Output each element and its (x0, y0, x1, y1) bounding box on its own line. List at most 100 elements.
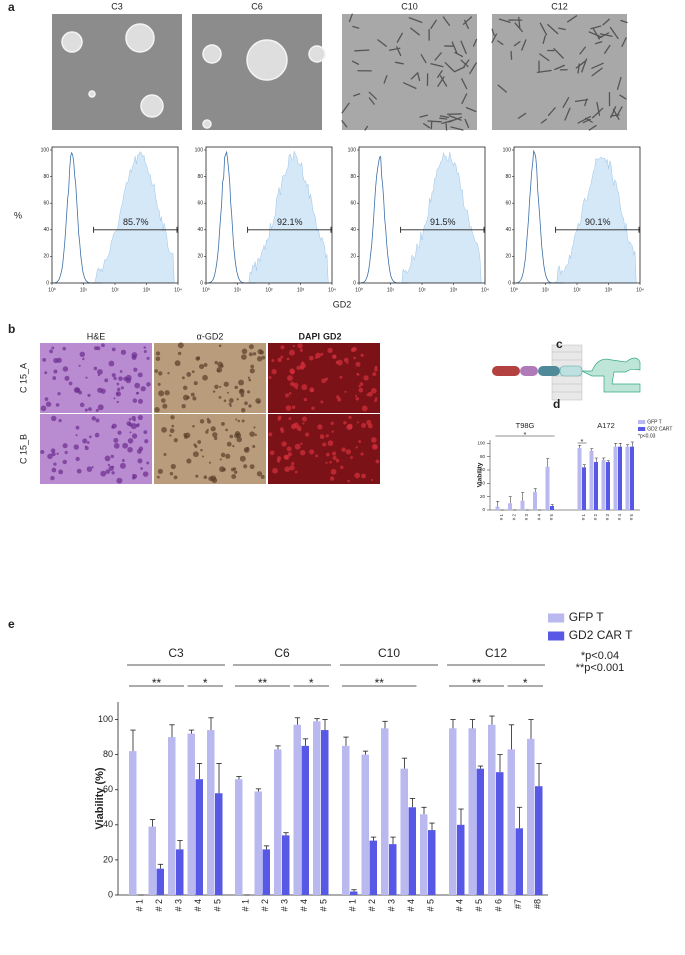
cell (79, 365, 81, 367)
cell (144, 346, 147, 349)
cell (260, 350, 264, 354)
cell (235, 418, 237, 420)
cell (247, 390, 250, 393)
cell (255, 434, 257, 436)
significance-label: ** (152, 676, 162, 690)
cell (41, 406, 47, 412)
cell (129, 418, 132, 421)
group-label: T98G (516, 421, 535, 430)
cell (327, 348, 332, 353)
y-axis-label: Viability (477, 462, 484, 487)
cell (360, 382, 364, 386)
cell (88, 407, 92, 411)
y-tick-label: 60 (505, 201, 511, 207)
cell (100, 471, 106, 477)
cell (118, 376, 123, 381)
x-tick-label: # 3 (387, 899, 397, 912)
x-tick-label: # 1 (581, 514, 586, 521)
bar (389, 844, 397, 895)
cell (296, 426, 301, 431)
cell (158, 383, 161, 386)
x-tick-label: 10¹ (542, 287, 550, 293)
cell (144, 439, 148, 443)
legend-label: GFP T (647, 419, 662, 425)
cell (174, 438, 178, 442)
cell (234, 470, 237, 473)
cell (356, 373, 358, 375)
legend-swatch (638, 427, 645, 431)
x-tick-label: # 1 (348, 899, 358, 912)
x-tick-label: # 3 (174, 899, 184, 912)
cell (212, 432, 217, 437)
cell (199, 364, 204, 369)
cell (92, 466, 94, 468)
x-tick-label: 10⁴ (174, 287, 182, 293)
bar (457, 825, 465, 895)
cell (241, 393, 245, 397)
y-tick-label: 60 (197, 201, 203, 207)
cell (328, 440, 334, 446)
cell (371, 479, 373, 481)
cell (200, 449, 203, 452)
column-label: H&E (87, 331, 106, 341)
cell (232, 445, 234, 447)
x-tick-label: # 4 (536, 514, 541, 521)
cell (361, 474, 366, 479)
cell (204, 363, 208, 367)
x-tick-label: 10² (111, 287, 119, 293)
cell (69, 382, 73, 386)
cell (163, 453, 166, 456)
cell (112, 347, 116, 351)
cell (224, 399, 227, 402)
cell (219, 396, 222, 399)
x-tick-label: 10⁰ (510, 287, 518, 293)
bar (294, 725, 302, 895)
cell (238, 380, 244, 386)
cell (358, 388, 363, 393)
bar (626, 447, 630, 510)
cell (80, 352, 85, 357)
cell (356, 362, 361, 367)
cell (277, 459, 281, 463)
cell (288, 452, 292, 456)
cell (214, 437, 217, 440)
bar (176, 849, 184, 895)
cell (50, 476, 54, 480)
cell (45, 397, 49, 401)
cell (227, 442, 232, 447)
significance-label: ** (472, 676, 482, 690)
x-tick-label: # 6 (494, 899, 504, 912)
cell (132, 474, 134, 476)
x-tick-label: 10² (418, 287, 426, 293)
x-tick-label: # 2 (367, 899, 377, 912)
cell (51, 448, 56, 453)
cell (192, 425, 195, 428)
cell (277, 417, 280, 420)
cell (82, 358, 84, 360)
cell (193, 443, 196, 446)
cell (371, 437, 377, 443)
legend-note: **p<0.001 (576, 662, 625, 674)
y-tick-label: 80 (103, 749, 113, 759)
x-tick-label: #7 (513, 899, 523, 909)
sphere (126, 24, 154, 52)
y-tick-label: 20 (505, 254, 511, 260)
x-tick-label: 10³ (297, 287, 305, 293)
bar (606, 462, 610, 510)
cell (322, 443, 326, 447)
x-tick-label: # 1 (499, 514, 504, 521)
cell (158, 371, 162, 375)
bar (477, 769, 485, 895)
cell (170, 472, 173, 475)
cell (49, 350, 53, 354)
significance-label: * (523, 676, 528, 690)
cell (133, 368, 137, 372)
gate-label: 90.1% (585, 217, 611, 227)
cell (320, 401, 323, 404)
cell (195, 475, 198, 478)
cell (272, 468, 278, 474)
cell (169, 434, 171, 436)
cell (289, 350, 295, 356)
column-label: GD2 (323, 331, 342, 341)
cell (143, 430, 147, 434)
